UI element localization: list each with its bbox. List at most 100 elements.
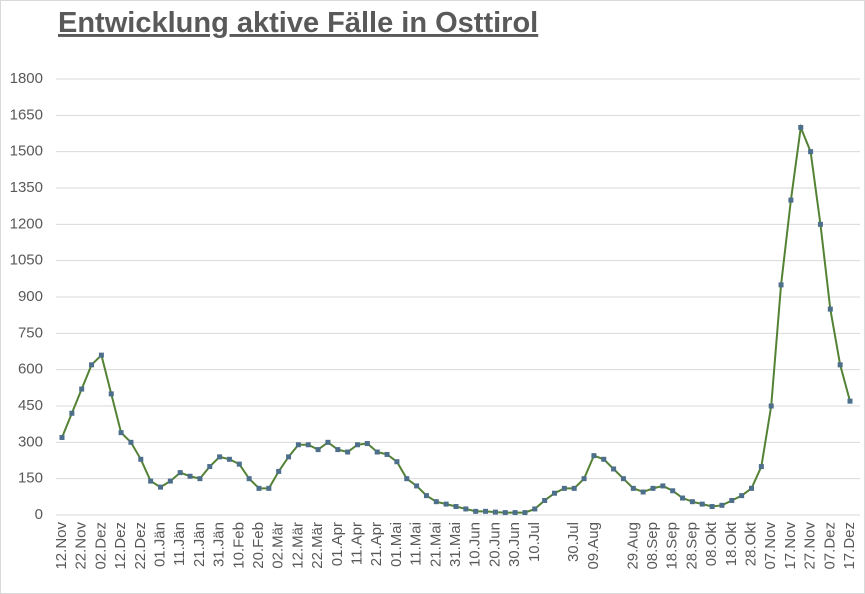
data-point bbox=[177, 470, 183, 476]
y-tick-label: 150 bbox=[18, 470, 43, 487]
x-tick-label: 29.Aug bbox=[624, 522, 641, 570]
data-point bbox=[187, 473, 193, 479]
data-point bbox=[374, 449, 380, 455]
y-tick-label: 0 bbox=[35, 506, 43, 523]
x-tick-label: 30.Jun bbox=[506, 522, 523, 567]
y-tick-label: 750 bbox=[18, 324, 43, 341]
data-point bbox=[463, 506, 469, 512]
x-tick-label: 01.Apr bbox=[329, 522, 346, 566]
x-tick-label: 28.Sep bbox=[683, 522, 700, 570]
x-tick-label: 07.Nov bbox=[762, 522, 779, 570]
x-tick-label: 02.Mär bbox=[270, 522, 287, 569]
x-tick-label: 11.Mai bbox=[408, 522, 425, 566]
x-tick-label: 17.Dez bbox=[841, 522, 858, 570]
data-point bbox=[79, 386, 85, 392]
data-point bbox=[266, 485, 272, 491]
data-point bbox=[817, 221, 823, 227]
y-tick-label: 300 bbox=[18, 433, 43, 450]
x-tick-label: 18.Okt bbox=[723, 521, 740, 566]
data-point bbox=[591, 453, 597, 459]
data-point bbox=[138, 456, 144, 462]
data-point bbox=[256, 485, 262, 491]
data-point bbox=[689, 499, 695, 505]
x-tick-label: 11.Apr bbox=[348, 522, 365, 565]
data-point bbox=[335, 447, 341, 453]
data-point bbox=[522, 510, 528, 516]
data-point bbox=[423, 493, 429, 499]
data-point bbox=[89, 362, 95, 368]
x-tick-label: 10.Jul bbox=[526, 522, 543, 562]
data-point bbox=[69, 410, 75, 416]
data-point bbox=[433, 499, 439, 505]
data-point bbox=[364, 441, 370, 447]
data-point bbox=[226, 456, 232, 462]
x-tick-label: 12.Mär bbox=[289, 522, 306, 569]
x-tick-label: 31.Jän bbox=[211, 522, 228, 567]
data-point bbox=[847, 398, 853, 404]
y-tick-label: 1350 bbox=[10, 179, 43, 196]
data-point bbox=[325, 439, 331, 445]
x-tick-label: 09.Aug bbox=[585, 522, 602, 570]
data-point bbox=[660, 483, 666, 489]
data-point bbox=[128, 439, 134, 445]
data-point bbox=[404, 476, 410, 482]
data-point bbox=[837, 362, 843, 368]
data-point bbox=[118, 430, 124, 436]
data-point bbox=[719, 502, 725, 508]
chart-title: Entwicklung aktive Fälle in Osttirol bbox=[58, 7, 538, 39]
x-tick-label: 08.Okt bbox=[703, 521, 720, 566]
x-tick-label: 07.Dez bbox=[821, 522, 838, 570]
data-point bbox=[739, 493, 745, 499]
data-point bbox=[827, 306, 833, 312]
x-tick-label: 12.Dez bbox=[112, 522, 129, 570]
data-point bbox=[620, 476, 626, 482]
x-tick-label: 27.Nov bbox=[802, 522, 819, 570]
data-point bbox=[355, 442, 360, 448]
data-point bbox=[59, 434, 65, 440]
x-tick-label: 11.Jän bbox=[171, 522, 188, 566]
y-tick-label: 1800 bbox=[10, 70, 43, 87]
data-point bbox=[808, 149, 814, 155]
x-tick-label: 10.Jun bbox=[467, 522, 484, 567]
x-tick-label: 22.Dez bbox=[132, 522, 149, 570]
data-point bbox=[483, 508, 489, 514]
data-point bbox=[571, 485, 577, 491]
data-point bbox=[236, 461, 242, 467]
x-tick-label: 10.Feb bbox=[230, 522, 247, 569]
data-point bbox=[778, 282, 784, 288]
data-point bbox=[492, 509, 498, 515]
data-point bbox=[305, 442, 311, 448]
data-point bbox=[758, 464, 764, 470]
y-tick-label: 600 bbox=[18, 361, 43, 378]
data-point bbox=[611, 466, 617, 472]
data-point bbox=[581, 476, 587, 482]
data-point bbox=[167, 478, 173, 484]
x-tick-label: 17.Nov bbox=[782, 522, 799, 570]
data-point bbox=[345, 449, 351, 455]
data-point bbox=[699, 501, 705, 507]
x-tick-label: 12.Nov bbox=[53, 522, 70, 570]
y-tick-label: 1200 bbox=[10, 215, 43, 232]
data-point bbox=[276, 468, 282, 474]
data-point bbox=[384, 451, 390, 457]
data-point bbox=[670, 488, 676, 494]
data-point bbox=[630, 485, 636, 491]
data-point bbox=[640, 489, 646, 495]
data-point bbox=[709, 504, 715, 510]
data-point bbox=[650, 485, 656, 491]
data-point bbox=[601, 456, 607, 462]
data-point bbox=[512, 510, 518, 516]
data-point bbox=[680, 495, 686, 501]
x-tick-label: 22.Nov bbox=[73, 522, 90, 570]
data-point bbox=[729, 497, 735, 503]
data-point bbox=[394, 459, 400, 465]
data-point bbox=[453, 504, 459, 510]
data-point bbox=[158, 484, 163, 490]
x-tick-label: 08.Sep bbox=[644, 522, 661, 570]
y-tick-label: 1500 bbox=[10, 143, 43, 160]
data-point bbox=[108, 391, 114, 397]
data-point bbox=[148, 478, 154, 484]
data-point bbox=[552, 490, 557, 496]
data-point bbox=[246, 476, 252, 482]
data-point bbox=[315, 447, 321, 453]
